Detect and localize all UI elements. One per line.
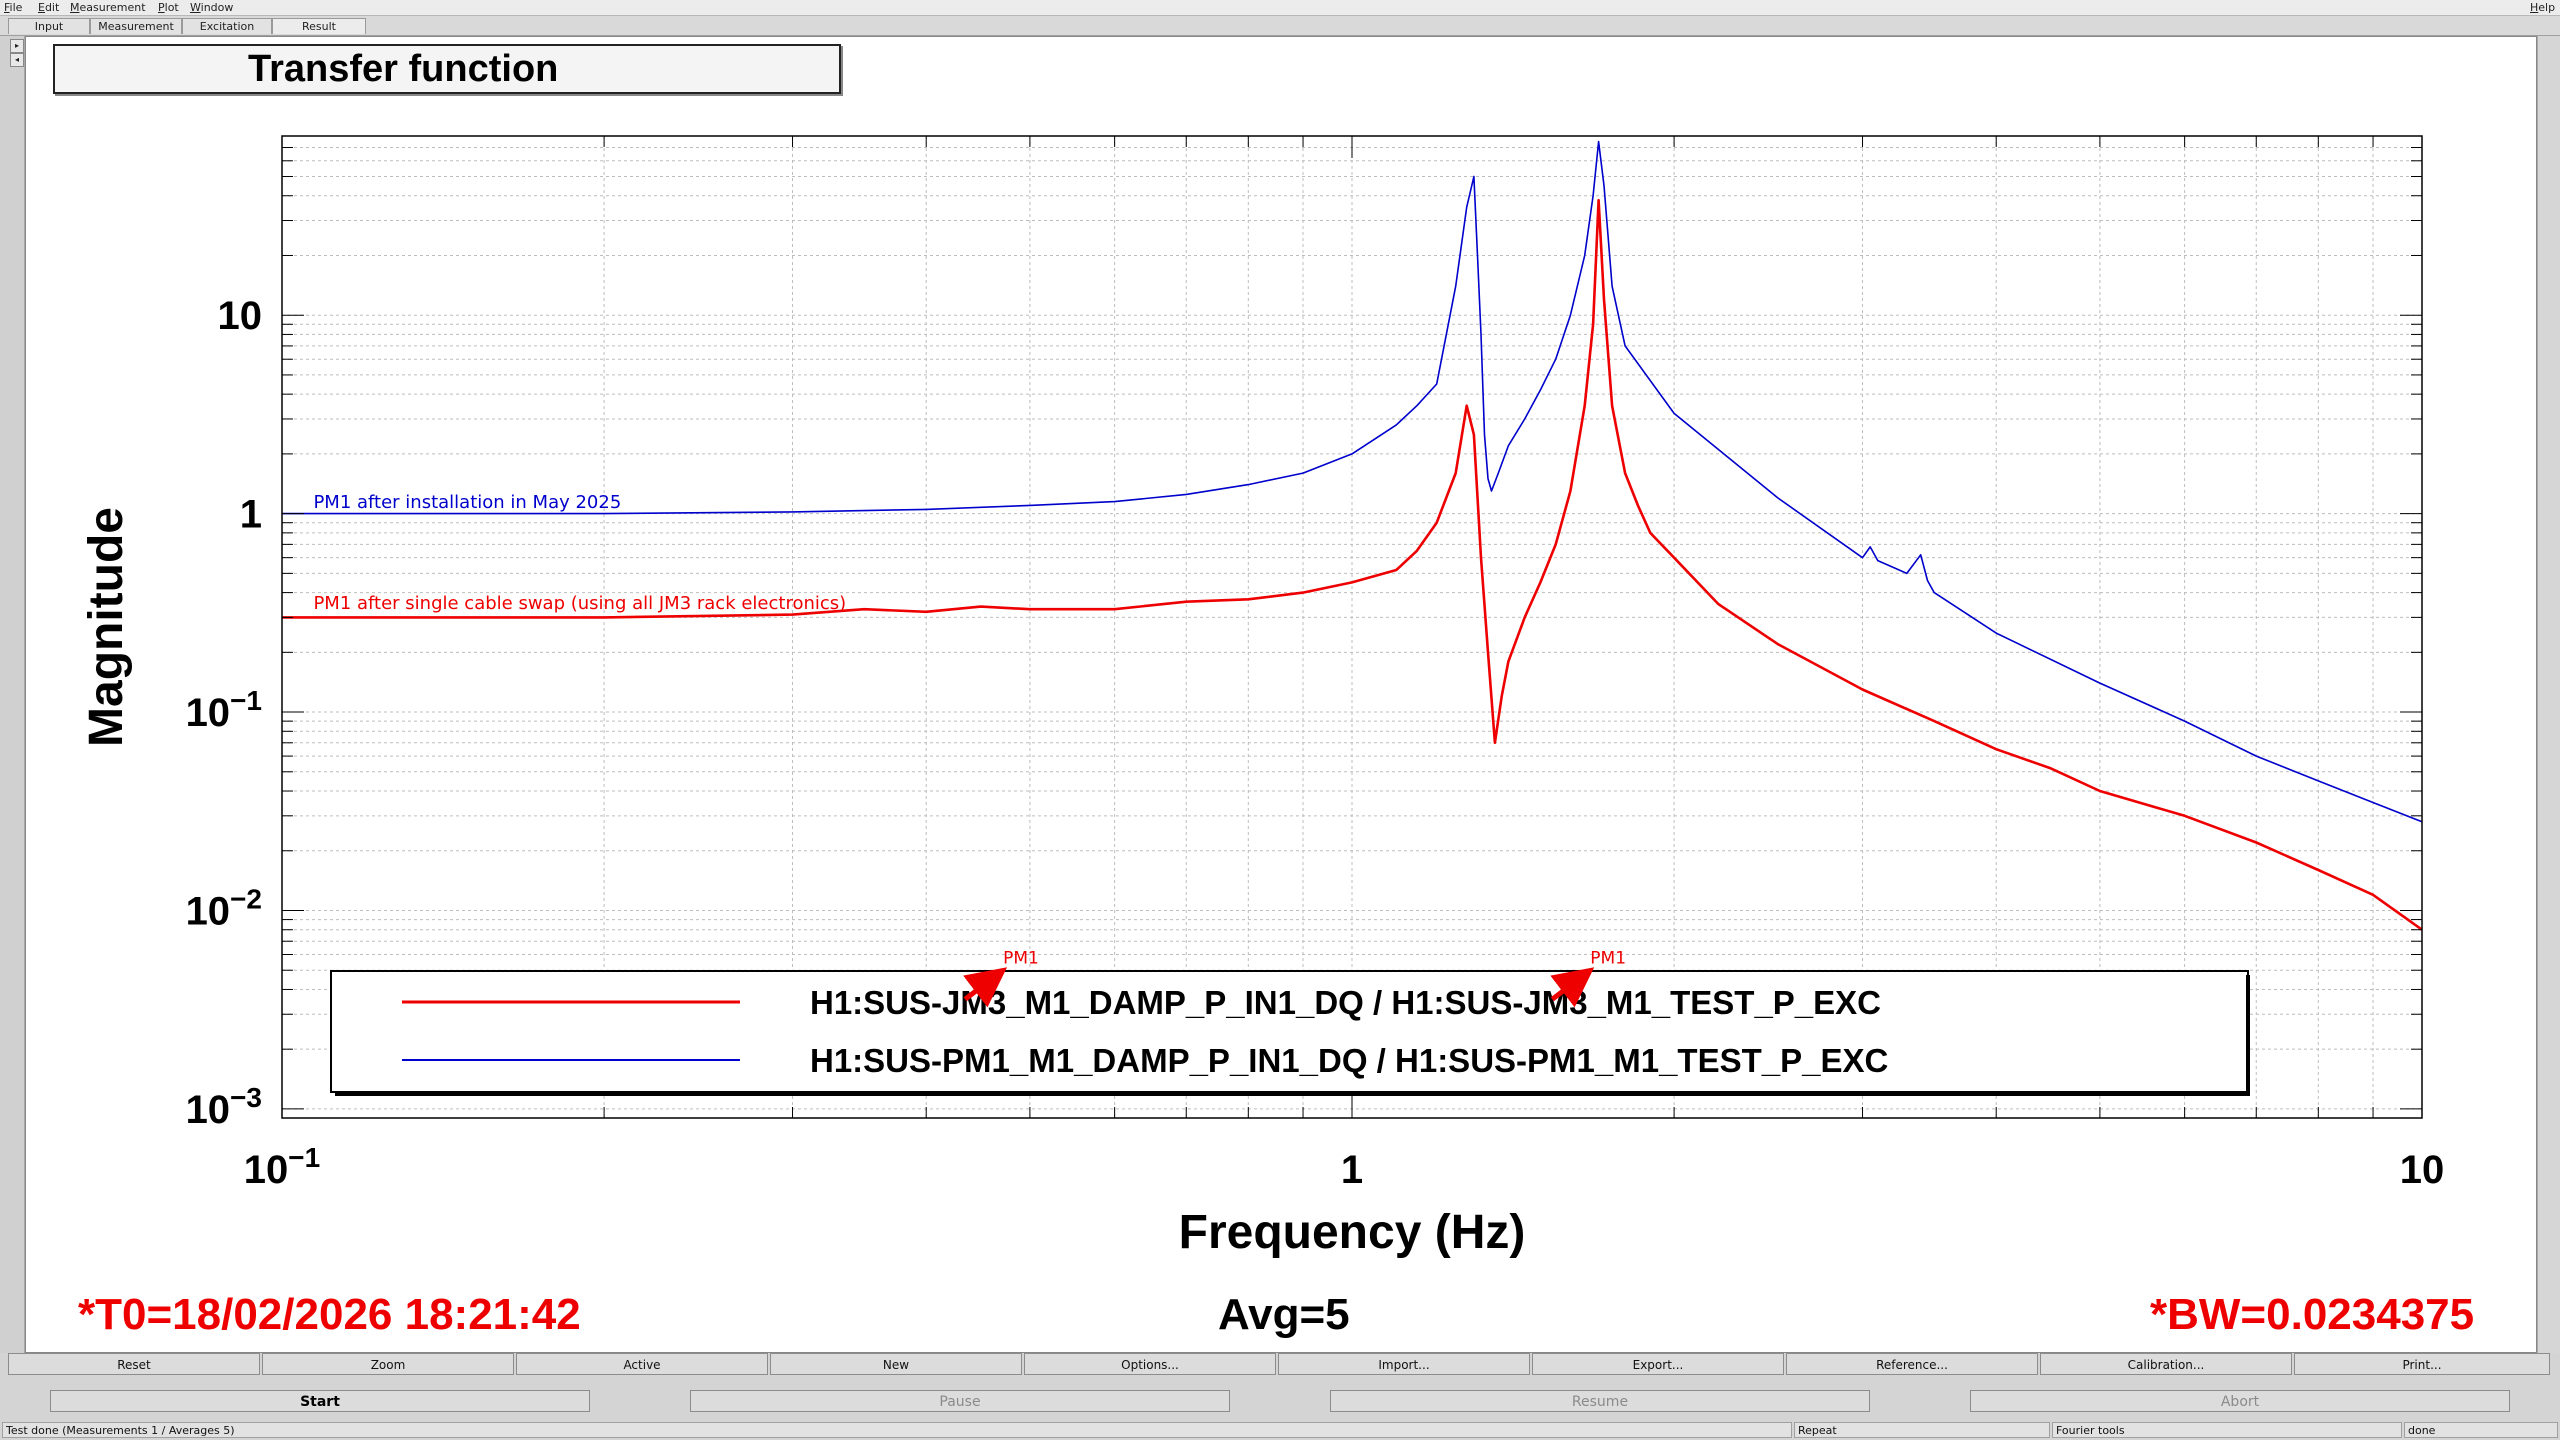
plot-window — [25, 36, 2537, 1353]
resume-button[interactable]: Resume — [1330, 1390, 1870, 1412]
export-button[interactable]: Export... — [1532, 1353, 1784, 1375]
calibration-button[interactable]: Calibration... — [2040, 1353, 2292, 1375]
t0-label: *T0=18/02/2026 18:21:42 — [78, 1290, 581, 1339]
pause-button[interactable]: Pause — [690, 1390, 1230, 1412]
options-button[interactable]: Options... — [1024, 1353, 1276, 1375]
menu-edit[interactable]: Edit — [38, 1, 60, 14]
tab-bar: Input Measurement Excitation Result — [0, 16, 2560, 36]
new-button[interactable]: New — [770, 1353, 1022, 1375]
reset-button[interactable]: Reset — [8, 1353, 260, 1375]
tab-result[interactable]: Result — [272, 18, 366, 34]
start-button[interactable]: Start — [50, 1390, 590, 1412]
plot-title: Transfer function — [53, 44, 841, 94]
status-message: Test done (Measurements 1 / Averages 5) — [2, 1422, 1792, 1438]
tab-excitation[interactable]: Excitation — [182, 18, 272, 34]
menu-file[interactable]: File — [4, 1, 23, 14]
left-toolbar: ▸ ◂ — [0, 36, 25, 1353]
run-controls: Start Pause Resume Abort — [0, 1390, 2560, 1416]
status-bar: Test done (Measurements 1 / Averages 5) … — [0, 1420, 2560, 1440]
bw-label: *BW=0.0234375 — [2150, 1290, 2475, 1339]
zoom-button[interactable]: Zoom — [262, 1353, 514, 1375]
avg-label: Avg=5 — [1218, 1290, 1350, 1339]
menu-measurement[interactable]: Measurement — [70, 1, 146, 14]
menu-window[interactable]: Window — [190, 1, 234, 14]
tab-measurement[interactable]: Measurement — [90, 18, 182, 34]
arrow-right-icon[interactable]: ▸ — [10, 39, 24, 53]
menu-plot[interactable]: Plot — [158, 1, 179, 14]
active-button[interactable]: Active — [516, 1353, 768, 1375]
arrow-left-icon[interactable]: ◂ — [10, 53, 24, 67]
right-panel — [2537, 36, 2560, 1353]
status-tools: Fourier tools — [2052, 1422, 2402, 1438]
status-state: done — [2404, 1422, 2558, 1438]
menu-bar: File Edit Measurement Plot Window Help — [0, 0, 2560, 16]
print-button[interactable]: Print... — [2294, 1353, 2550, 1375]
import-button[interactable]: Import... — [1278, 1353, 1530, 1375]
tab-input[interactable]: Input — [8, 18, 90, 34]
plot-controls: Reset Zoom Active New Options... Import.… — [0, 1353, 2560, 1377]
reference-button[interactable]: Reference... — [1786, 1353, 2038, 1375]
status-repeat: Repeat — [1794, 1422, 2050, 1438]
menu-help[interactable]: Help — [2530, 1, 2556, 14]
abort-button[interactable]: Abort — [1970, 1390, 2510, 1412]
